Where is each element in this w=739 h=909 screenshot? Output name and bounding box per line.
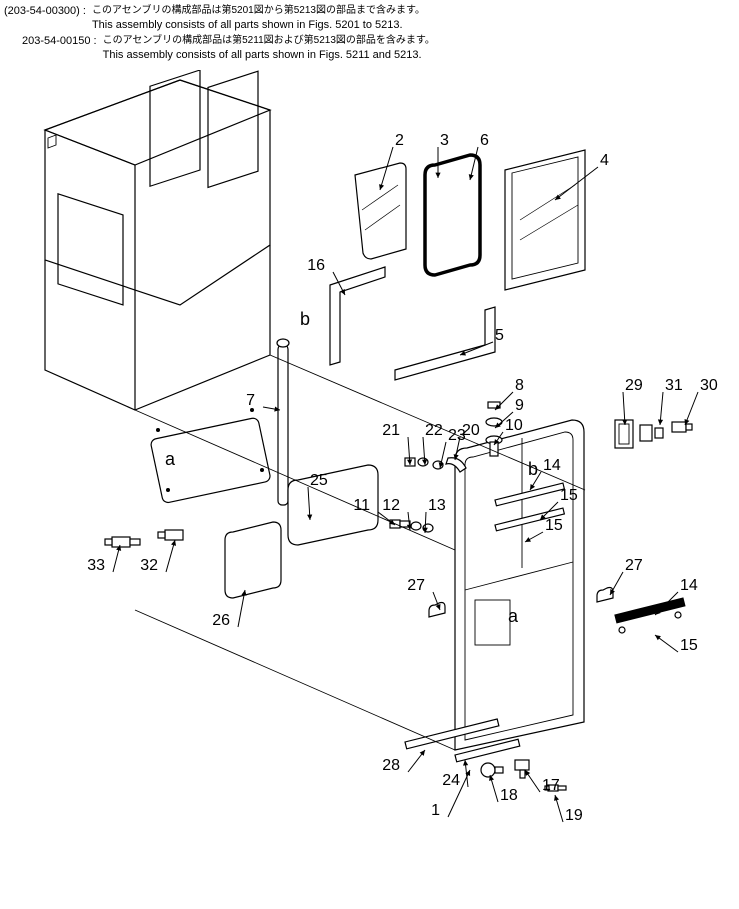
svg-text:21: 21	[382, 422, 400, 439]
svg-text:1: 1	[431, 802, 440, 819]
letter-b: b	[528, 459, 538, 479]
part-27-stops	[429, 588, 613, 618]
header-en-2: This assembly consists of all parts show…	[103, 48, 739, 63]
header-pn-2: 203-54-00150 :	[0, 34, 103, 49]
callout-19: 19	[554, 795, 583, 824]
svg-text:14: 14	[543, 457, 561, 474]
callout-30: 30	[685, 377, 718, 425]
svg-text:5: 5	[495, 327, 504, 344]
svg-text:18: 18	[500, 787, 518, 804]
part-2-glass	[355, 163, 406, 259]
part-33-bolt	[105, 537, 140, 547]
svg-text:26: 26	[212, 612, 230, 629]
svg-text:22: 22	[425, 422, 443, 439]
callout-29: 29	[622, 377, 643, 425]
svg-text:2: 2	[395, 132, 404, 149]
svg-text:8: 8	[515, 377, 524, 394]
svg-text:15: 15	[680, 637, 698, 654]
part-20-23-latch	[405, 458, 466, 472]
letter-b: b	[300, 309, 310, 329]
svg-text:16: 16	[307, 257, 325, 274]
callout-15: 15	[655, 635, 698, 654]
header-jp-2: このアセンブリの構成部品は第5211図および第5213図の部品を含みます。	[103, 34, 739, 48]
diagram-container: 1234567891011121314141515151617181920212…	[0, 70, 739, 909]
svg-text:33: 33	[87, 557, 105, 574]
callout-5: 5	[460, 327, 504, 355]
callout-32: 32	[140, 540, 176, 574]
svg-text:3: 3	[440, 132, 449, 149]
part-11-13-bolt	[390, 520, 433, 532]
svg-text:28: 28	[382, 757, 400, 774]
callout-17: 17	[525, 770, 560, 794]
part-5-channel	[395, 307, 495, 380]
svg-text:9: 9	[515, 397, 524, 414]
part-7-strip	[277, 339, 289, 505]
part-26-plate	[225, 522, 281, 598]
svg-text:31: 31	[665, 377, 683, 394]
part-17-catch	[515, 760, 529, 778]
svg-text:17: 17	[542, 777, 560, 794]
callout-28: 28	[382, 750, 425, 774]
header-jp-1: このアセンブリの構成部品は第5201図から第5213図の部品まで含みます。	[92, 4, 739, 18]
callout-33: 33	[87, 545, 121, 574]
part-4-glass	[505, 150, 585, 290]
svg-text:27: 27	[625, 557, 643, 574]
part-8-9-10-stack	[486, 402, 502, 456]
floor-lines	[135, 355, 585, 750]
callout-31: 31	[658, 377, 683, 425]
cab-body	[45, 70, 270, 410]
svg-text:6: 6	[480, 132, 489, 149]
svg-text:13: 13	[428, 497, 446, 514]
svg-text:11: 11	[353, 497, 370, 514]
part-18-knob	[481, 763, 503, 777]
svg-text:24: 24	[442, 772, 460, 789]
svg-text:27: 27	[407, 577, 425, 594]
svg-text:30: 30	[700, 377, 718, 394]
callout-7: 7	[246, 392, 280, 412]
svg-text:19: 19	[565, 807, 583, 824]
svg-text:23: 23	[448, 427, 466, 444]
letter-a: a	[165, 449, 176, 469]
part-29-31-hinge	[615, 420, 692, 448]
svg-text:15: 15	[545, 517, 563, 534]
callout-18: 18	[489, 775, 518, 804]
svg-text:32: 32	[140, 557, 158, 574]
part-14-15-rail-right	[615, 598, 685, 633]
svg-text:14: 14	[680, 577, 698, 594]
header-pn-1: (203-54-00300) :	[0, 4, 92, 19]
svg-text:12: 12	[382, 497, 400, 514]
svg-text:4: 4	[600, 152, 609, 169]
header-en-1: This assembly consists of all parts show…	[92, 18, 739, 33]
callout-24: 24	[442, 760, 468, 789]
callout-16: 16	[307, 257, 345, 295]
svg-text:25: 25	[310, 472, 328, 489]
svg-text:7: 7	[246, 392, 255, 409]
callout-27: 27	[610, 557, 643, 595]
svg-text:29: 29	[625, 377, 643, 394]
part-1-door-frame	[455, 420, 584, 750]
part-32-bolt	[158, 530, 183, 540]
svg-text:15: 15	[560, 487, 578, 504]
svg-text:10: 10	[505, 417, 523, 434]
diagram-svg: 1234567891011121314141515151617181920212…	[0, 70, 739, 909]
page-root: (203-54-00300) : このアセンブリの構成部品は第5201図から第5…	[0, 0, 739, 909]
header-block: (203-54-00300) : このアセンブリの構成部品は第5201図から第5…	[0, 4, 739, 65]
letter-a: a	[508, 606, 519, 626]
